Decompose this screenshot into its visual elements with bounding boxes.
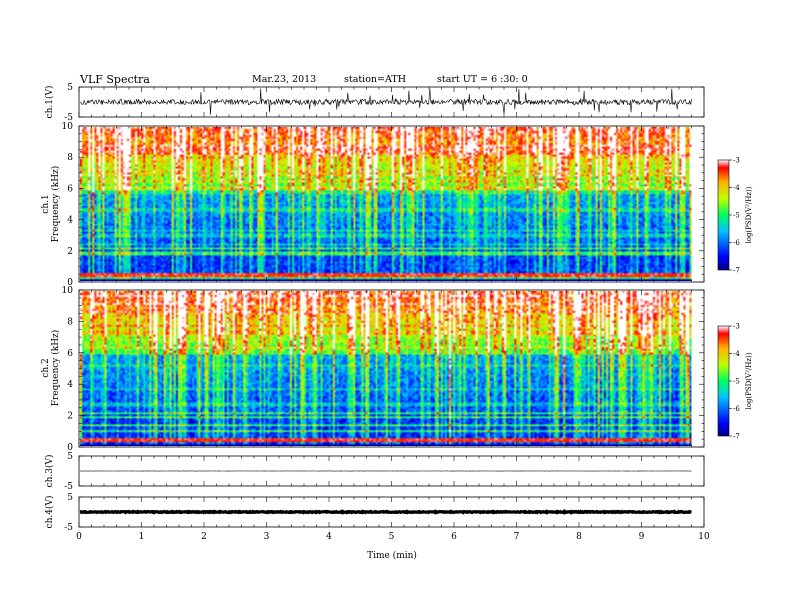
y-tick-label: 2 <box>67 412 73 422</box>
y-tick-label: 5 <box>67 493 73 503</box>
colorbar-tick-label: -4 <box>733 350 740 358</box>
figure-title: VLF Spectra <box>79 73 150 86</box>
y-tick-label: -5 <box>64 523 73 533</box>
ch1-spectrogram-ylabel: Frequency (kHz) <box>50 166 61 243</box>
start-time-label: start UT = 6 :30: 0 <box>437 74 528 85</box>
x-tick-label: 9 <box>639 532 645 542</box>
x-tick-label: 5 <box>389 532 395 542</box>
colorbar-tick-label: -5 <box>733 212 740 220</box>
y-tick-label: 0 <box>67 278 73 288</box>
y-tick-label: 0 <box>67 443 73 453</box>
ch1-colorbar-gradient <box>717 159 730 271</box>
ch1-waveform-ylabel: ch.1(V) <box>44 86 55 119</box>
y-tick-label: 6 <box>67 349 73 359</box>
colorbar-tick-label: -3 <box>733 323 740 331</box>
ch4-waveform-trace <box>79 509 692 515</box>
ch2-spectrogram-ylabel: Frequency (kHz) <box>50 330 61 407</box>
colorbar-tick-label: -7 <box>733 267 740 275</box>
x-tick-label: 1 <box>139 532 145 542</box>
axis-tick-labels: 0 1 2 3 4 5 6 7 8 9 100246810-3-4-5-6-70246810-3-4… <box>62 83 741 542</box>
x-tick-label: 7 <box>514 532 520 542</box>
y-tick-label: 2 <box>67 247 73 257</box>
y-tick-label: 10 <box>62 286 74 296</box>
x-tick-label: 4 <box>326 532 332 542</box>
y-tick-label: 8 <box>67 153 73 163</box>
colorbar-tick-label: -7 <box>733 433 740 441</box>
station-label: station=ATH <box>344 74 406 85</box>
ch1-waveform-trace <box>79 88 692 115</box>
ch3-waveform-ylabel: ch.3(V) <box>44 455 55 488</box>
ch4-waveform-ylabel: ch.4(V) <box>44 496 55 529</box>
ch2-colorbar-label: log(PSD(V²/Hz)) <box>745 352 753 409</box>
colorbar-tick-label: -4 <box>733 184 740 192</box>
ch2-colorbar-gradient <box>717 325 730 437</box>
y-tick-label: 6 <box>67 184 73 194</box>
ch1-spectrogram-channel-label: ch.1 <box>41 194 51 213</box>
colorbar-tick-label: -3 <box>733 157 740 165</box>
ch1-colorbar-label: log(PSD(V²/Hz)) <box>745 186 753 243</box>
ch1-spectrogram-image <box>80 127 692 281</box>
y-tick-label: 10 <box>62 122 74 132</box>
colorbar-tick-label: -5 <box>733 378 740 386</box>
y-tick-label: 4 <box>67 216 73 226</box>
date-label: Mar.23, 2013 <box>252 74 316 85</box>
colorbar-tick-label: -6 <box>733 405 740 413</box>
x-tick-label: 10 <box>698 532 710 542</box>
y-tick-label: -5 <box>64 482 73 492</box>
y-tick-label: 5 <box>67 83 73 93</box>
y-tick-label: 4 <box>67 380 73 390</box>
colorbar-tick-label: -6 <box>733 239 740 247</box>
x-tick-label: 2 <box>201 532 207 542</box>
ch2-spectrogram-image <box>80 291 692 446</box>
x-tick-label: 6 <box>451 532 457 542</box>
x-tick-label: 3 <box>264 532 270 542</box>
ch2-spectrogram-channel-label: ch.2 <box>41 358 51 377</box>
x-tick-label: 0 <box>76 532 82 542</box>
y-tick-label: 5 <box>67 452 73 462</box>
y-tick-label: -5 <box>64 113 73 123</box>
x-axis-label: Time (min) <box>367 550 417 561</box>
y-tick-label: 8 <box>67 317 73 327</box>
axis-ticks <box>78 86 732 528</box>
x-tick-label: 8 <box>576 532 582 542</box>
